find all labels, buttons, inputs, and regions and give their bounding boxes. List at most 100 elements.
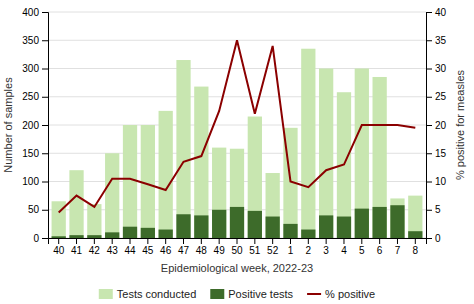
legend-swatch: [99, 289, 113, 299]
tick-mark: [58, 238, 59, 244]
tick-label: 5: [359, 245, 365, 256]
tick-label: 150: [22, 148, 39, 159]
grid-line: [48, 12, 426, 13]
tick-label: 43: [107, 245, 119, 256]
legend: Tests conductedPositive tests% positive: [99, 288, 375, 300]
bar: [390, 205, 404, 238]
tick-mark: [415, 238, 416, 244]
tick-label: 50: [231, 245, 243, 256]
tick-mark: [426, 182, 432, 183]
tick: 40: [53, 238, 65, 256]
grid-line: [48, 68, 426, 69]
bar: [408, 231, 422, 238]
x-axis-title: Epidemiological week, 2022-23: [161, 262, 313, 274]
tick: 40: [426, 7, 447, 18]
bar: [283, 224, 297, 238]
tick-mark: [397, 238, 398, 244]
tick-mark: [426, 238, 432, 239]
tick-label: 35: [435, 35, 447, 46]
tick-mark: [361, 238, 362, 244]
bar: [266, 173, 280, 238]
tick-label: 48: [196, 245, 208, 256]
tick-mark: [201, 238, 202, 244]
tick-label: 40: [435, 7, 447, 18]
tick-mark: [42, 210, 48, 211]
tick-mark: [94, 238, 95, 244]
bar: [212, 148, 226, 238]
tick-label: 3: [323, 245, 329, 256]
tick-mark: [426, 210, 432, 211]
bar: [141, 125, 155, 238]
tick-label: 47: [178, 245, 190, 256]
tick-label: 400: [22, 7, 39, 18]
y2-axis: 0510152025303540: [426, 7, 447, 244]
tick-mark: [426, 97, 432, 98]
tick-label: 44: [124, 245, 136, 256]
bar: [212, 210, 226, 238]
tick-label: 49: [214, 245, 226, 256]
bar: [159, 230, 173, 238]
bar: [159, 111, 173, 238]
tick-label: 250: [22, 91, 39, 102]
bar: [105, 153, 119, 238]
bar: [355, 69, 369, 239]
tick-mark: [426, 153, 432, 154]
bar: [319, 215, 333, 238]
bar: [123, 125, 137, 238]
y-axis: 050100150200250300350400: [22, 7, 48, 244]
axis-line: [427, 13, 433, 239]
tick-mark: [42, 12, 48, 13]
y2-axis-title: % positive for measles: [454, 69, 466, 180]
tick-mark: [379, 238, 380, 244]
tick-label: 350: [22, 35, 39, 46]
bar: [266, 217, 280, 238]
bar: [176, 214, 190, 238]
bar: [176, 60, 190, 238]
legend-item: % positive: [307, 288, 375, 300]
bar: [69, 235, 83, 238]
tick-mark: [42, 40, 48, 41]
plot-area: [52, 40, 423, 238]
tick: 52: [267, 238, 279, 256]
tick: 150: [22, 148, 48, 159]
tick: 48: [196, 238, 208, 256]
bar-series: [52, 49, 423, 238]
axis-line: [49, 239, 427, 245]
tick-label: 100: [22, 176, 39, 187]
tick-label: 8: [413, 245, 419, 256]
tick-mark: [326, 238, 327, 244]
tick: 15: [426, 148, 447, 159]
tick: 250: [22, 91, 48, 102]
bar: [194, 87, 208, 238]
bar: [69, 170, 83, 238]
tick-mark: [42, 97, 48, 98]
tick: 200: [22, 120, 48, 131]
legend-item: Tests conducted: [99, 288, 197, 300]
bar: [337, 217, 351, 238]
tick: 5: [359, 238, 365, 256]
tick: 100: [22, 176, 48, 187]
tick: 20: [426, 120, 447, 131]
tick-label: 20: [435, 120, 447, 131]
x-axis: 4041424344454647484950515212345678: [49, 238, 427, 256]
legend-swatch: [307, 293, 321, 295]
bar: [52, 236, 66, 238]
tick: 350: [22, 35, 48, 46]
tick-mark: [426, 69, 432, 70]
tick-label: 52: [267, 245, 279, 256]
tick: 45: [142, 238, 154, 256]
tick: 0: [426, 233, 441, 244]
tick-mark: [42, 238, 48, 239]
tick-label: 45: [142, 245, 154, 256]
tick-label: 4: [341, 245, 347, 256]
tick: 10: [426, 176, 447, 187]
tick: 1: [288, 238, 294, 256]
tick-label: 46: [160, 245, 172, 256]
tick: 43: [107, 238, 119, 256]
legend-label: Tests conducted: [117, 288, 197, 300]
line: [59, 40, 416, 212]
bar: [373, 77, 387, 238]
tick: 25: [426, 91, 447, 102]
tick: 50: [28, 204, 48, 215]
bar: [301, 230, 315, 238]
